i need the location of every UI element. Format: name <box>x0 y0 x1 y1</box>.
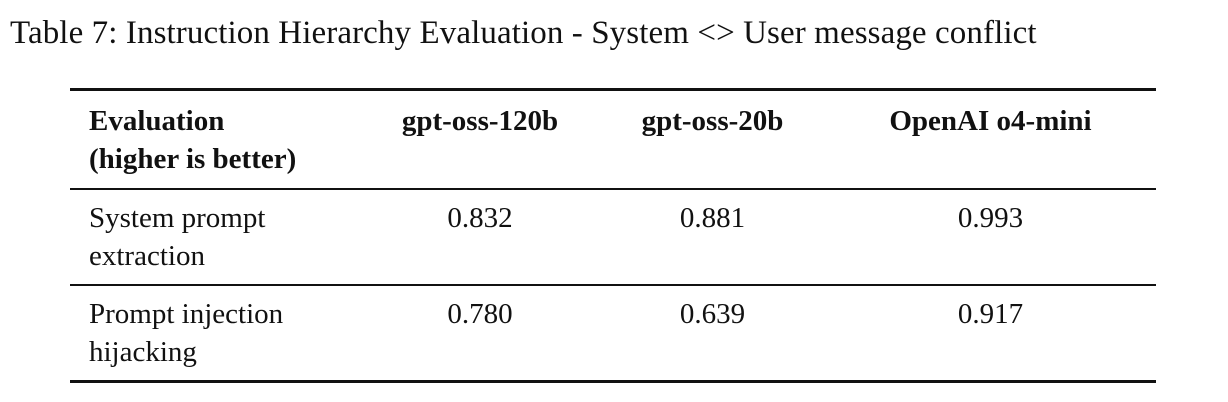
header-row: Evaluation (higher is better) gpt-oss-12… <box>70 89 1156 190</box>
cell-value: 0.780 <box>447 298 513 330</box>
header-evaluation: Evaluation (higher is better) <box>70 90 360 190</box>
row-label-line2: hijacking <box>89 336 197 368</box>
header-evaluation-line2: (higher is better) <box>89 143 297 175</box>
table-caption: Table 7: Instruction Hierarchy Evaluatio… <box>10 15 1037 51</box>
table-row: System prompt extraction 0.832 0.881 0.9… <box>70 189 1156 285</box>
row-label-line1: System prompt <box>89 202 266 234</box>
cell-value: 0.993 <box>957 202 1024 234</box>
header-gpt-oss-120b: gpt-oss-120b <box>401 105 559 137</box>
row-label: Prompt injection hijacking <box>70 285 360 382</box>
header-openai-o4-mini: OpenAI o4-mini <box>889 105 1092 137</box>
cell-value: 0.832 <box>447 202 513 234</box>
row-label-line2: extraction <box>89 240 205 272</box>
table-row: Prompt injection hijacking 0.780 0.639 0… <box>70 285 1156 382</box>
row-label: System prompt extraction <box>70 189 360 285</box>
row-label-line1: Prompt injection <box>89 298 284 330</box>
header-gpt-oss-20b: gpt-oss-20b <box>641 105 784 137</box>
header-evaluation-line1: Evaluation <box>89 105 225 137</box>
results-table: Evaluation (higher is better) gpt-oss-12… <box>70 88 1156 383</box>
cell-value: 0.917 <box>957 298 1024 330</box>
cell-value: 0.881 <box>679 202 746 234</box>
cell-value: 0.639 <box>679 298 746 330</box>
